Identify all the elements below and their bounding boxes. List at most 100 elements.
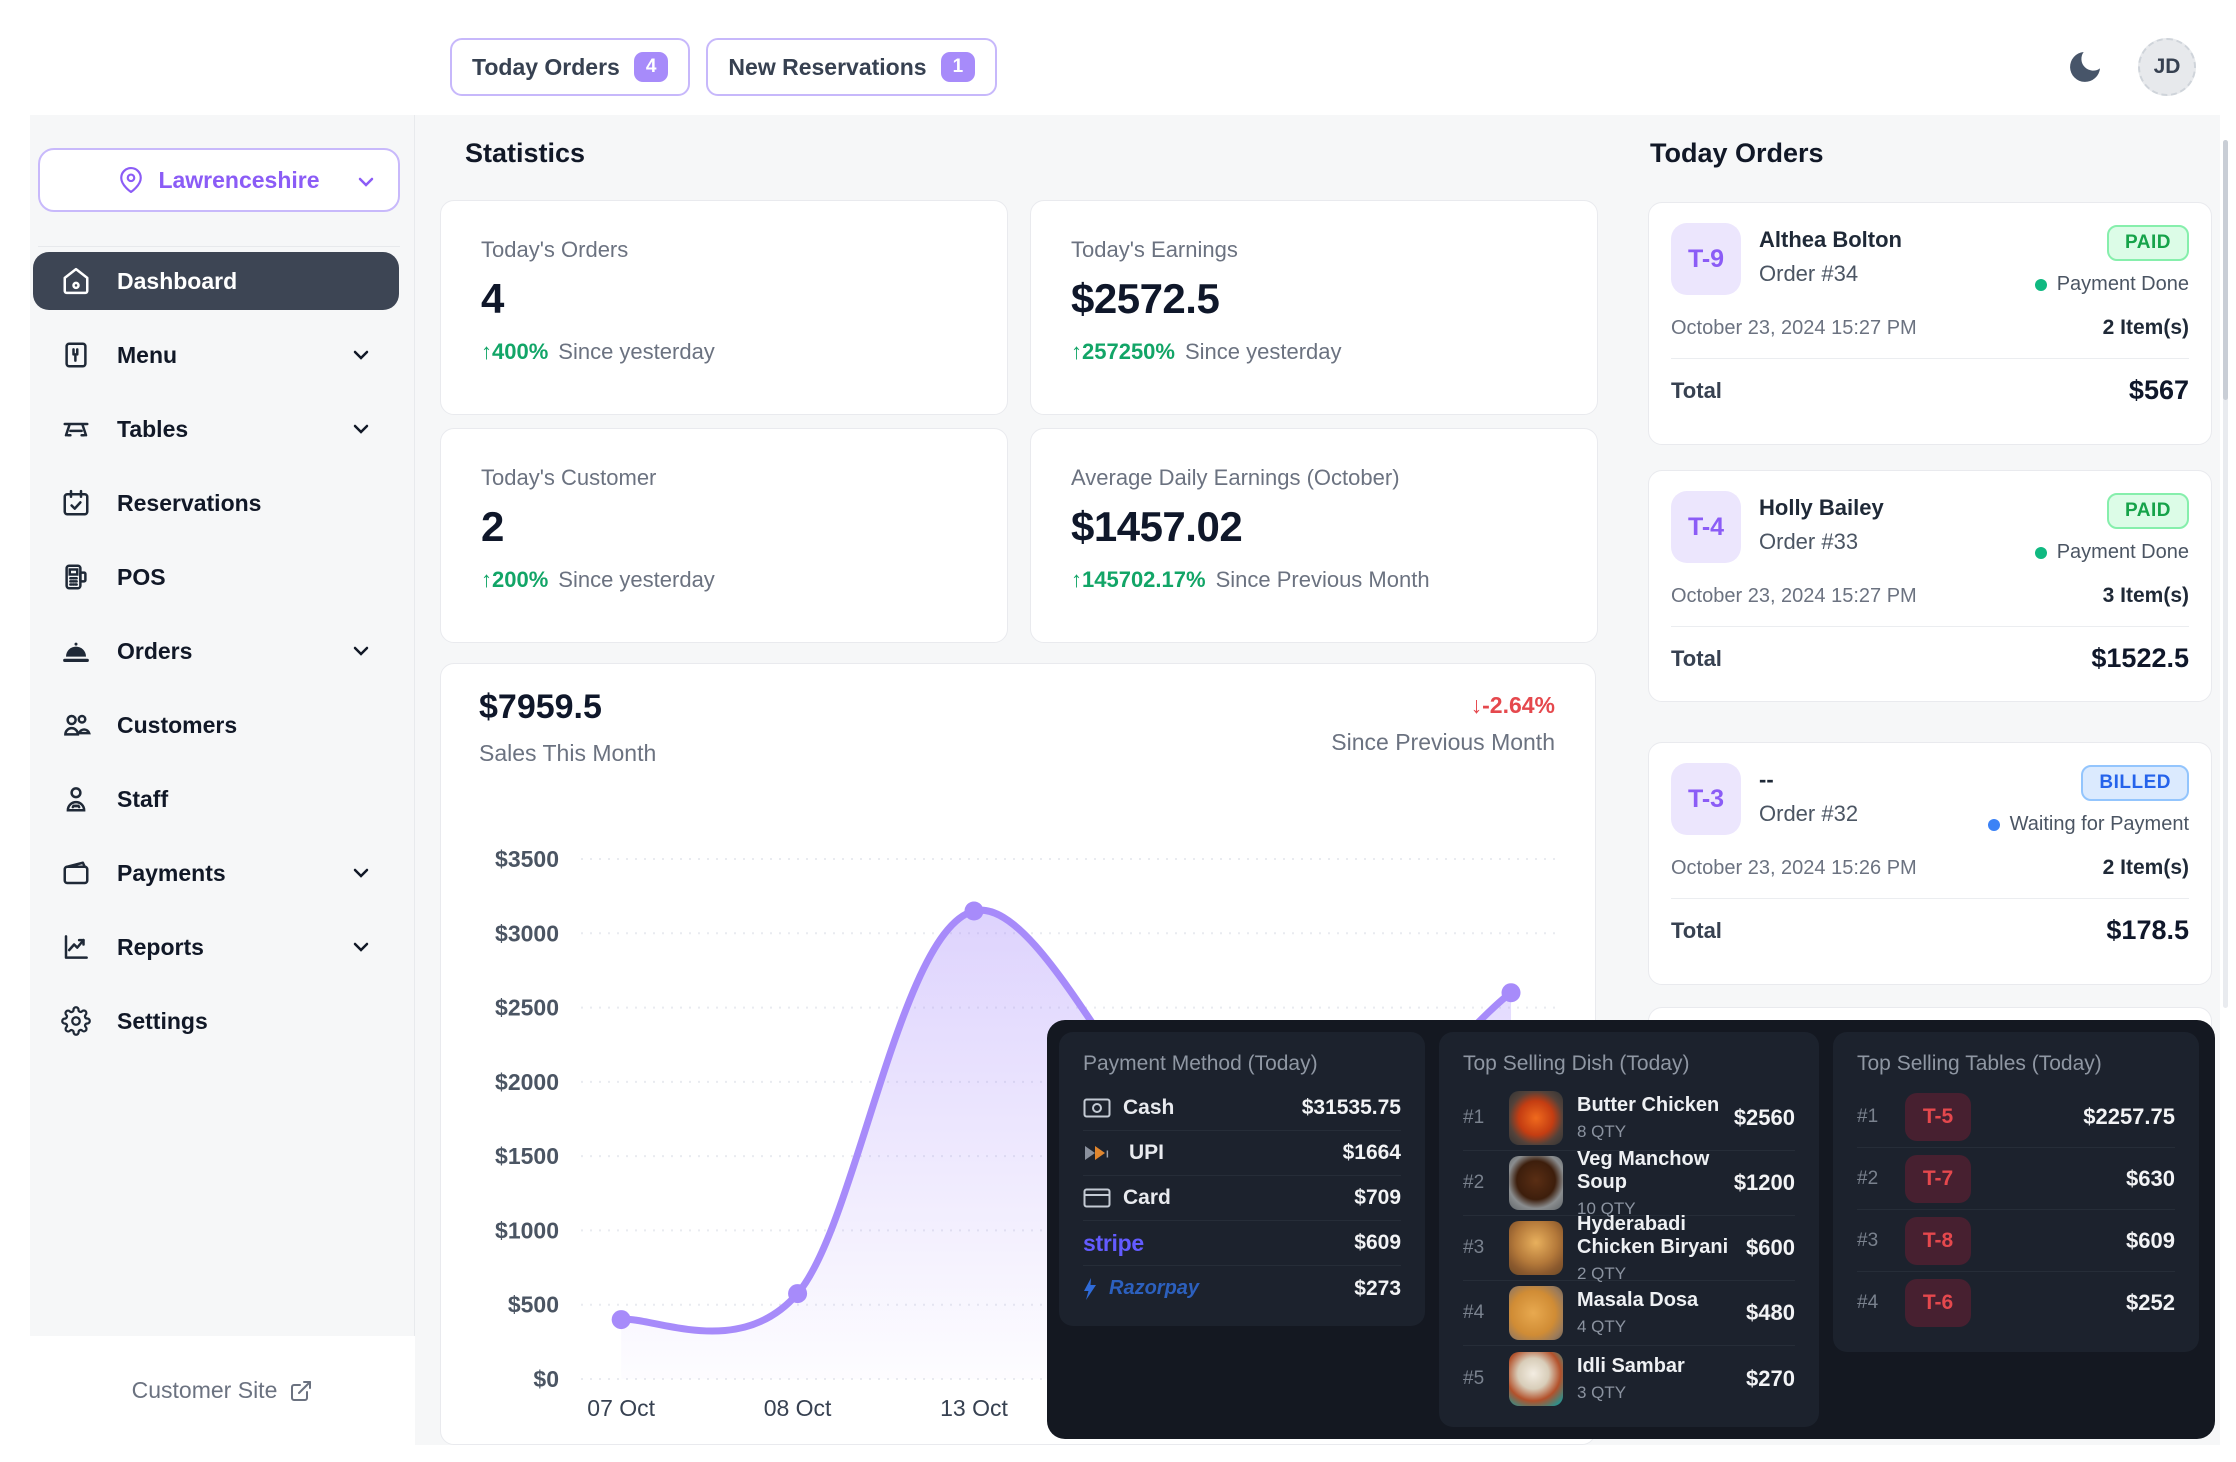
dish-image	[1509, 1221, 1563, 1275]
panel-title: Payment Method (Today)	[1083, 1052, 1318, 1075]
sidebar-item-label: Dashboard	[117, 267, 238, 294]
order-total: $1522.5	[2091, 643, 2189, 673]
dish-row: #5 Idli Sambar 3 QTY $270	[1463, 1346, 1795, 1411]
sidebar-item-orders[interactable]: Orders	[33, 622, 399, 680]
chevron-down-icon	[358, 177, 374, 187]
sidebar-item-pos[interactable]: POS	[33, 548, 399, 606]
calendar-check-icon	[63, 489, 89, 516]
new-reservations-count-badge: 1	[940, 52, 976, 82]
sidebar-item-reservations[interactable]: Reservations	[33, 474, 399, 532]
stat-card-grid: Today's Orders 4 ↑400% Since yesterday To…	[440, 200, 1598, 643]
status-badge: PAID	[2107, 225, 2189, 261]
orders-scrollbar	[2223, 140, 2228, 1008]
sidebar-item-menu[interactable]: Menu	[33, 326, 399, 384]
sidebar-item-customers[interactable]: Customers	[33, 696, 399, 754]
avatar-initials: JD	[2153, 55, 2181, 78]
dish-row: #4 Masala Dosa 4 QTY $480	[1463, 1281, 1795, 1346]
payment-row: Cash $31535.75	[1083, 1086, 1401, 1131]
chart-y-axis-labels: $3500 $3000 $2500 $2000 $1500 $1000 $500 $0	[495, 846, 559, 1392]
order-card[interactable]: T-3 -- Order #32 BILLED Waiting for Paym…	[1648, 742, 2212, 985]
customer-site-link[interactable]: Customer Site	[132, 1377, 314, 1404]
stat-card-todays-customer: Today's Customer 2 ↑200% Since yesterday	[440, 428, 1008, 643]
table-icon	[63, 422, 89, 437]
svg-text:$0: $0	[533, 1366, 559, 1392]
sidebar-item-reports[interactable]: Reports	[33, 918, 399, 976]
sidebar-item-label: Tables	[117, 415, 189, 442]
total-label: Total	[1671, 377, 1722, 403]
chevron-down-icon	[353, 350, 369, 360]
status-badge: PAID	[2107, 493, 2189, 529]
sidebar-divider	[38, 246, 400, 247]
chevron-down-icon	[353, 942, 369, 952]
stat-period: Since yesterday	[1184, 339, 1342, 364]
sidebar-item-label: Staff	[117, 785, 169, 812]
chevron-down-icon	[353, 868, 369, 878]
svg-text:$2500: $2500	[495, 995, 559, 1021]
report-chart-icon	[64, 935, 88, 959]
table-badge-red: T-5	[1905, 1092, 1971, 1141]
svg-text:$2000: $2000	[495, 1069, 559, 1095]
svg-text:$1500: $1500	[495, 1143, 559, 1169]
location-selector[interactable]: Lawrenceshire	[38, 148, 400, 212]
table-row: #2 T-7 $630	[1857, 1148, 2175, 1210]
payment-row: stripe $609	[1083, 1221, 1401, 1266]
payment-status: Waiting for Payment	[1987, 813, 2189, 836]
new-reservations-button[interactable]: New Reservations 1	[706, 38, 998, 96]
order-item-count: 2 Item(s)	[2102, 856, 2189, 879]
order-card[interactable]: T-4 Holly Bailey Order #33 PAID Payment …	[1648, 470, 2212, 702]
sales-subtitle: Sales This Month	[479, 740, 657, 766]
gear-icon	[61, 1006, 91, 1036]
sidebar-item-payments[interactable]: Payments	[33, 844, 399, 902]
total-label: Total	[1671, 645, 1722, 671]
order-total: $567	[2128, 375, 2189, 405]
table-row: #4 T-6 $252	[1857, 1272, 2175, 1334]
sidebar-item-staff[interactable]: Staff	[33, 770, 399, 828]
table-row: #3 T-8 $609	[1857, 1210, 2175, 1272]
stat-label: Today's Customer	[481, 465, 657, 490]
panel-title: Top Selling Dish (Today)	[1463, 1052, 1690, 1075]
customer-name: --	[1759, 767, 1774, 792]
scrollbar-thumb[interactable]	[2223, 140, 2228, 400]
divider	[1671, 626, 2189, 627]
dish-row: #1 Butter Chicken 8 QTY $2560	[1463, 1086, 1795, 1151]
divider	[1671, 358, 2189, 359]
today-orders-button[interactable]: Today Orders 4	[450, 38, 691, 96]
wallet-icon	[63, 861, 89, 885]
sidebar-item-label: Menu	[117, 341, 178, 368]
user-avatar[interactable]: JD	[2138, 38, 2196, 96]
insights-overlay: Payment Method (Today) Cash $31535.75 I …	[1047, 1020, 2215, 1439]
order-card[interactable]: T-9 Althea Bolton Order #34 PAID Payment…	[1648, 202, 2212, 445]
status-dot-icon	[1987, 818, 2000, 831]
statistics-title: Statistics	[465, 138, 586, 168]
dark-mode-toggle[interactable]	[2062, 44, 2108, 90]
sidebar-item-settings[interactable]: Settings	[33, 992, 399, 1050]
stripe-logo: stripe	[1083, 1229, 1144, 1256]
stat-card-todays-orders: Today's Orders 4 ↑400% Since yesterday	[440, 200, 1008, 415]
sidebar-item-label: Reports	[117, 933, 204, 960]
razorpay-bolt-icon	[1084, 1277, 1096, 1300]
status-dot-icon	[2034, 278, 2047, 291]
stat-value: $1457.02	[1071, 503, 1243, 550]
stat-period: Since yesterday	[558, 339, 715, 364]
svg-text:I: I	[1106, 1150, 1109, 1161]
status-badge: BILLED	[2081, 765, 2189, 801]
header-tabs: Today Orders 4 New Reservations 1	[450, 38, 998, 96]
table-badge-red: T-8	[1905, 1216, 1971, 1265]
external-link-icon	[291, 1380, 312, 1401]
stat-value: 2	[481, 503, 504, 550]
sidebar-item-tables[interactable]: Tables	[33, 400, 399, 458]
sidebar-item-label: Orders	[117, 637, 193, 664]
svg-text:$3000: $3000	[495, 920, 559, 946]
sidebar-item-dashboard[interactable]: Dashboard	[33, 252, 399, 310]
menu-book-icon	[65, 342, 87, 368]
upi-logo: I	[1085, 1146, 1109, 1161]
sales-total: $7959.5	[479, 688, 602, 726]
stat-period: Since Previous Month	[1215, 567, 1430, 592]
stat-delta: ↑200%	[481, 567, 549, 592]
svg-text:08 Oct: 08 Oct	[764, 1395, 832, 1421]
order-datetime: October 23, 2024 15:26 PM	[1671, 857, 1917, 879]
pos-terminal-icon	[65, 564, 87, 590]
stat-period: Since yesterday	[558, 567, 715, 592]
stat-card-todays-earnings: Today's Earnings $2572.5 ↑257250% Since y…	[1030, 200, 1598, 415]
